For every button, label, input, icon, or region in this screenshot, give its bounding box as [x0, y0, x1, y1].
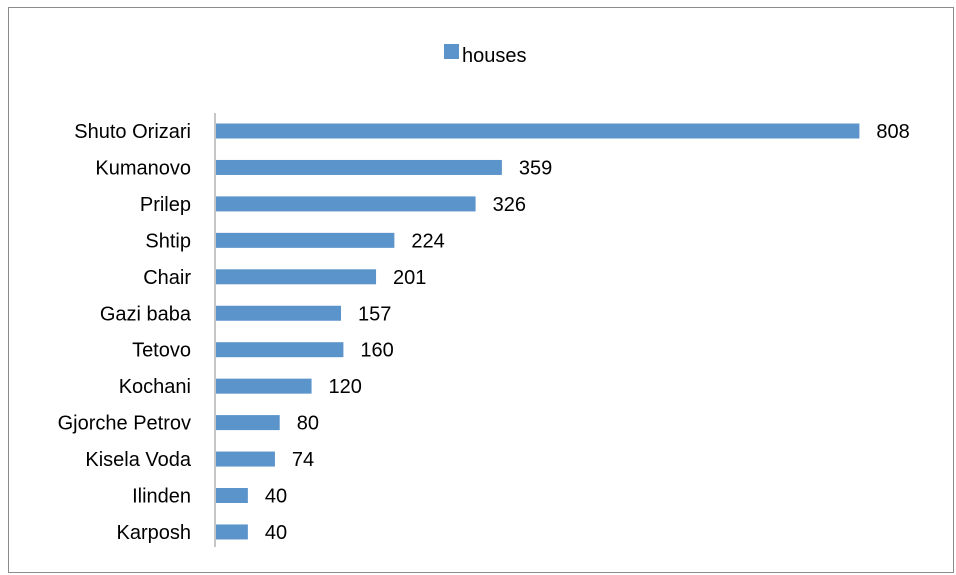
data-label: 160 [360, 340, 393, 362]
legend-swatch [444, 44, 459, 59]
chart-frame [8, 7, 954, 573]
bar-gjorche-petrov [216, 415, 280, 431]
bar-shuto-orizari [216, 123, 860, 139]
data-label: 157 [358, 303, 391, 325]
category-label: Kumanovo [95, 157, 191, 179]
category-label: Kochani [119, 376, 191, 398]
bar-kisela-voda [216, 451, 275, 467]
bars-group [216, 123, 860, 540]
category-label: Shuto Orizari [74, 121, 191, 143]
bar-shtip [216, 232, 395, 248]
legend: houses [444, 44, 527, 67]
data-label: 80 [297, 413, 319, 435]
category-label: Ilinden [132, 486, 191, 508]
category-label: Chair [143, 267, 191, 289]
data-label: 808 [876, 121, 909, 143]
bar-tetovo [216, 342, 344, 358]
category-label: Prilep [140, 194, 191, 216]
bar-kumanovo [216, 159, 502, 175]
bar-chair [216, 269, 377, 285]
data-label: 40 [265, 486, 287, 508]
data-label: 40 [265, 522, 287, 544]
category-label: Karposh [117, 522, 192, 544]
data-label: 201 [393, 267, 426, 289]
category-label: Gazi baba [100, 303, 192, 325]
bar-karposh [216, 524, 248, 540]
category-label: Tetovo [132, 340, 191, 362]
legend-label-houses: houses [462, 45, 527, 67]
bar-prilep [216, 196, 476, 212]
data-label: 224 [411, 230, 444, 252]
data-label: 120 [329, 376, 362, 398]
bar-ilinden [216, 488, 248, 503]
data-label: 359 [519, 157, 552, 179]
bar-kochani [216, 378, 312, 394]
category-label: Gjorche Petrov [58, 413, 191, 435]
data-label: 326 [493, 194, 526, 216]
category-labels: Shuto Orizari Kumanovo Prilep Shtip Chair Gaz… [58, 121, 192, 544]
category-label: Kisela Voda [85, 449, 192, 471]
data-label: 74 [292, 449, 314, 471]
category-label: Shtip [145, 230, 191, 252]
bar-gazi-baba [216, 305, 342, 321]
